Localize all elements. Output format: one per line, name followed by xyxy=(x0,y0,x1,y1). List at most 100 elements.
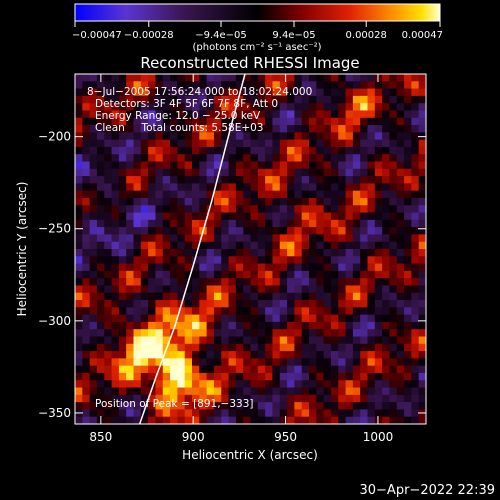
heatmap-cell xyxy=(162,190,171,199)
heatmap-cell xyxy=(360,256,368,264)
heatmap-cell xyxy=(89,249,98,257)
heatmap-cell xyxy=(352,117,361,126)
heatmap-cell xyxy=(418,95,426,104)
heatmap-cell xyxy=(418,74,426,82)
heatmap-cell xyxy=(316,110,325,119)
heatmap-cell xyxy=(243,95,251,104)
annotation-energy-range: Energy Range: 12.0 − 25.0 keV xyxy=(95,110,261,122)
heatmap-cell xyxy=(396,168,405,177)
heatmap-cell xyxy=(396,314,405,323)
heatmap-cell xyxy=(162,103,171,111)
heatmap-cell xyxy=(360,74,368,82)
chart-title: Reconstructed RHESSI Image xyxy=(140,54,359,72)
heatmap-cell xyxy=(257,117,266,126)
heatmap-cell xyxy=(118,263,127,272)
heatmap-cell xyxy=(82,190,91,199)
heatmap-cell xyxy=(111,336,120,345)
heatmap-cell xyxy=(126,387,134,396)
heatmap-cell xyxy=(82,409,91,418)
heatmap-cell xyxy=(96,197,105,206)
heatmap-cell xyxy=(345,227,354,235)
heatmap-cell xyxy=(111,343,120,352)
heatmap-cell xyxy=(243,227,251,235)
heatmap-cell xyxy=(338,365,346,374)
heatmap-cell xyxy=(382,285,390,294)
heatmap-cell xyxy=(89,365,98,374)
heatmap-cell xyxy=(404,88,412,97)
heatmap-cell xyxy=(411,256,420,264)
heatmap-cell xyxy=(148,139,156,148)
heatmap-cell xyxy=(265,292,273,301)
heatmap-cell xyxy=(404,270,412,279)
heatmap-cell xyxy=(367,176,376,184)
heatmap-cell xyxy=(89,205,98,213)
heatmap-cell xyxy=(279,292,288,301)
heatmap-cell xyxy=(316,81,325,89)
heatmap-cell xyxy=(126,110,134,119)
heatmap-cell xyxy=(411,394,420,403)
heatmap-cell xyxy=(111,183,120,192)
heatmap-cell xyxy=(111,249,120,257)
heatmap-cell xyxy=(75,321,83,330)
heatmap-cell xyxy=(96,154,105,162)
heatmap-cell xyxy=(301,321,310,330)
heatmap-cell xyxy=(411,81,420,89)
heatmap-cell xyxy=(111,197,120,206)
heatmap-cell xyxy=(177,74,186,82)
heatmap-cell xyxy=(82,351,91,359)
heatmap-cell xyxy=(265,176,273,184)
heatmap-cell xyxy=(104,394,112,403)
heatmap-cell xyxy=(96,394,105,403)
heatmap-cell xyxy=(192,380,200,388)
x-tick-label: 900 xyxy=(182,430,205,444)
heatmap-cell xyxy=(265,329,273,337)
heatmap-cell xyxy=(418,154,426,162)
heatmap-cell xyxy=(140,321,149,330)
heatmap-cell xyxy=(309,183,317,192)
heatmap-cell xyxy=(184,329,193,337)
heatmap-cell xyxy=(382,110,390,119)
heatmap-cell xyxy=(309,256,317,264)
heatmap-cell xyxy=(316,183,325,192)
heatmap-cell xyxy=(155,249,164,257)
heatmap-cell xyxy=(265,270,273,279)
heatmap-cell xyxy=(279,278,288,286)
heatmap-cell xyxy=(221,343,229,352)
heatmap-cell xyxy=(104,256,112,264)
heatmap-cell xyxy=(338,81,346,89)
heatmap-cell xyxy=(235,103,244,111)
heatmap-cell xyxy=(199,95,208,104)
heatmap-cell xyxy=(279,402,288,410)
heatmap-cell xyxy=(148,125,156,133)
heatmap-cell xyxy=(111,74,120,82)
heatmap-cell xyxy=(89,372,98,381)
heatmap-cell xyxy=(170,365,178,374)
annotation-peak-position: Position of Peak = [891,−333] xyxy=(95,398,254,410)
heatmap-cell xyxy=(360,416,368,424)
heatmap-cell xyxy=(118,117,127,126)
heatmap-cell xyxy=(294,263,303,272)
heatmap-cell xyxy=(243,146,251,155)
heatmap-cell xyxy=(367,394,376,403)
heatmap-cell xyxy=(104,416,112,424)
heatmap-cell xyxy=(148,307,156,316)
heatmap-cell xyxy=(199,263,208,272)
heatmap-cell xyxy=(206,125,215,133)
heatmap-cell xyxy=(330,402,339,410)
heatmap-cell xyxy=(213,300,222,308)
heatmap-cell xyxy=(235,227,244,235)
heatmap-cell xyxy=(89,110,98,119)
heatmap-cell xyxy=(330,168,339,177)
heatmap-cell xyxy=(82,285,91,294)
heatmap-cell xyxy=(250,146,259,155)
heatmap-cell xyxy=(411,292,420,301)
heatmap-cell xyxy=(199,416,208,424)
heatmap-cell xyxy=(221,263,229,272)
heatmap-cell xyxy=(272,321,281,330)
heatmap-cell xyxy=(177,416,186,424)
heatmap-cell xyxy=(316,132,325,141)
heatmap-cell xyxy=(206,212,215,221)
heatmap-cell xyxy=(133,139,142,148)
heatmap-cell xyxy=(360,307,368,316)
heatmap-cell xyxy=(140,394,149,403)
